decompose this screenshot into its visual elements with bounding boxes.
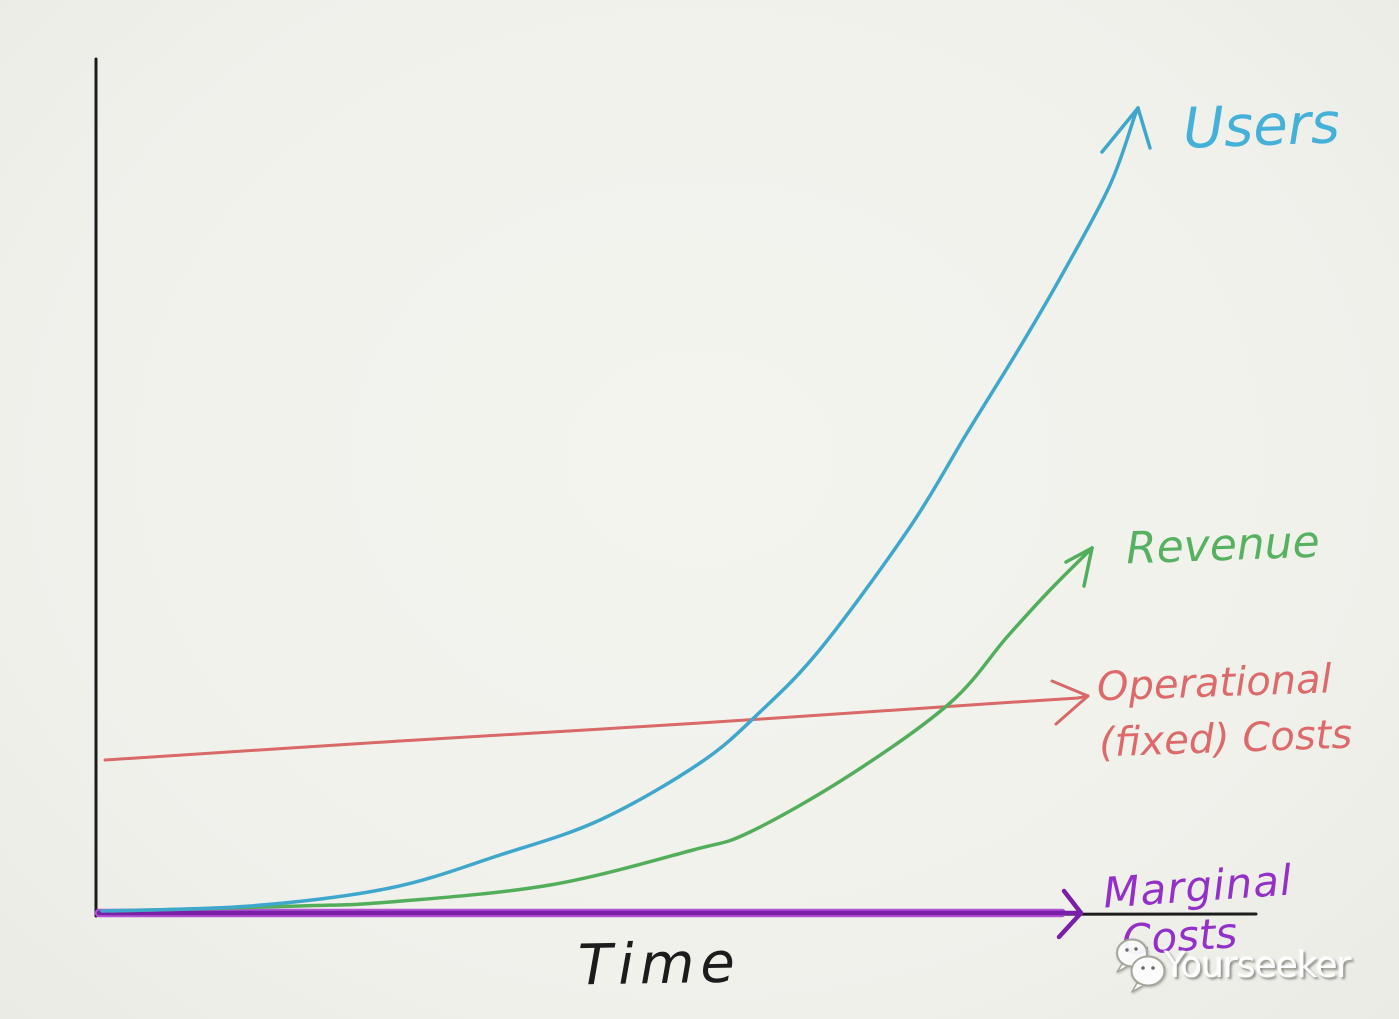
watermark-text: Yourseeker bbox=[1164, 944, 1351, 986]
wechat-icon bbox=[1116, 938, 1166, 993]
users-arrowhead bbox=[1136, 106, 1152, 150]
users-arrowhead bbox=[1100, 106, 1140, 154]
watermark: Yourseeker bbox=[1110, 934, 1351, 996]
marginal-costs-arrowhead bbox=[1056, 910, 1084, 940]
operational-costs-arrowhead bbox=[1050, 679, 1090, 698]
marginal-costs-arrowhead bbox=[1061, 888, 1084, 916]
revenue-arrowhead bbox=[1082, 546, 1094, 588]
revenue-arrowhead bbox=[1064, 546, 1094, 564]
users-curve bbox=[100, 113, 1137, 913]
operational-costs-curve bbox=[103, 696, 1080, 762]
operational-costs-arrowhead bbox=[1054, 694, 1090, 726]
revenue-curve bbox=[108, 550, 1090, 913]
